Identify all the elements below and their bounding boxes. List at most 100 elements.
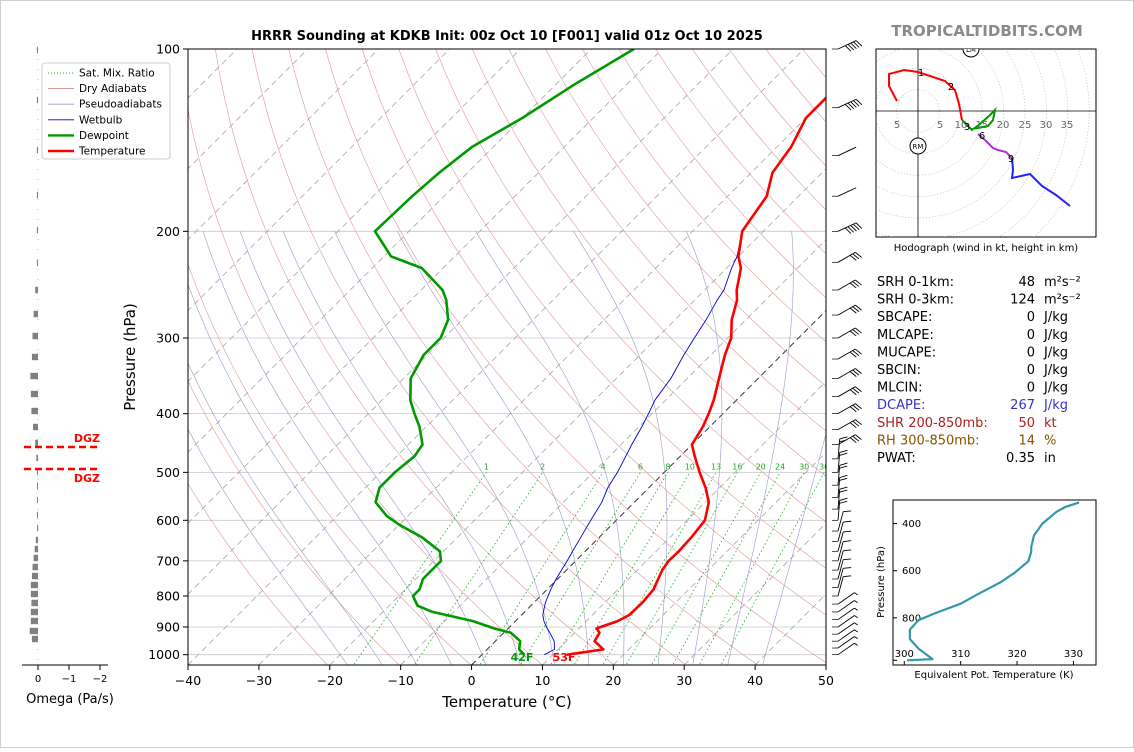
index-label: RH 300-850mb:: [877, 433, 980, 448]
hodograph-height-label: 9: [1008, 154, 1014, 165]
omega-bar: [31, 591, 38, 597]
omega-bar: [36, 537, 38, 543]
mixing-ratio-label: 16: [732, 462, 742, 471]
omega-bar: [37, 227, 38, 233]
index-unit: in: [1044, 451, 1056, 466]
hodograph-ring-label: 20: [997, 120, 1010, 131]
hodograph-caption: Hodograph (wind in kt, height in km): [894, 243, 1079, 254]
index-unit: J/kg: [1043, 345, 1068, 360]
omega-bar: [37, 192, 38, 198]
omega-bar: [31, 600, 38, 606]
index-label: MLCIN:: [877, 381, 922, 396]
omega-tick-label: −2: [93, 674, 108, 685]
index-unit: J/kg: [1043, 310, 1068, 325]
hodograph-ring-label: 25: [1019, 120, 1032, 131]
index-value: 14: [1018, 433, 1035, 448]
hodograph-ring-label: 35: [1061, 120, 1074, 131]
hodograph-right-mover-label: RM: [913, 143, 924, 151]
legend-label: Sat. Mix. Ratio: [79, 68, 155, 80]
mixing-ratio-label: 20: [756, 462, 766, 471]
omega-bar: [32, 573, 38, 579]
x-tick-label: 10: [534, 673, 550, 688]
legend: Sat. Mix. Ratio Dry Adiabats Pseudoadiabat…: [42, 63, 170, 159]
y-tick-label: 600: [156, 513, 180, 528]
omega-bar: [31, 618, 38, 624]
y-tick-label: 700: [156, 553, 180, 568]
surface-dewpoint-label: 42F: [511, 651, 534, 664]
surface-temperature-label: 53F: [553, 651, 576, 664]
omega-bar: [37, 483, 38, 489]
omega-bar: [32, 354, 38, 360]
mixing-ratio-label: 8: [665, 462, 670, 471]
y-tick-label: 300: [156, 330, 180, 345]
dgz-bottom-label: DGZ: [74, 472, 100, 485]
chart-title: HRRR Sounding at KDKB Init: 00z Oct 10 […: [251, 29, 763, 44]
mixing-ratio-label: 1: [484, 462, 489, 471]
omega-bar: [33, 424, 38, 430]
x-tick-label: 30: [676, 673, 692, 688]
hodograph-frame: [876, 49, 1096, 237]
hodograph-height-label: 2: [948, 82, 954, 93]
index-label: PWAT:: [877, 451, 916, 466]
index-value: 0: [1027, 381, 1035, 396]
index-row: RH 300-850mb: 14%: [877, 433, 1056, 448]
y-tick-label: 400: [156, 406, 180, 421]
hodograph-ring-label: 5: [937, 120, 943, 131]
omega-bar: [37, 525, 38, 531]
legend-label: Dewpoint: [79, 130, 129, 142]
hodograph-ring-label: 15: [976, 120, 989, 131]
omega-bar: [37, 497, 38, 503]
omega-bar: [37, 512, 38, 518]
omega-bar: [37, 260, 38, 266]
theta-e-x-label: Equivalent Pot. Temperature (K): [914, 670, 1073, 681]
omega-bar: [37, 147, 38, 153]
omega-axis-label: Omega (Pa/s): [26, 692, 114, 707]
y-tick-label: 900: [156, 619, 180, 634]
omega-bar: [34, 555, 38, 561]
hodograph-height-label: 6: [979, 131, 985, 142]
index-unit: m²s⁻²: [1044, 293, 1081, 308]
index-label: SBCIN:: [877, 363, 921, 378]
omega-bar: [33, 333, 39, 339]
theta-y-tick-label: 400: [902, 519, 921, 530]
omega-bar: [31, 408, 38, 414]
x-tick-label: 0: [468, 673, 476, 688]
legend-label: Dry Adiabats: [79, 83, 147, 95]
index-value: 124: [1010, 293, 1035, 308]
omega-bar: [35, 287, 38, 293]
x-axis-label: Temperature (°C): [441, 693, 571, 711]
x-tick-label: 20: [605, 673, 621, 688]
hodograph-ring-label: 30: [1040, 120, 1053, 131]
index-unit: J/kg: [1043, 363, 1068, 378]
theta-x-tick-label: 300: [895, 649, 914, 660]
legend-label: Pseudoadiabats: [79, 99, 162, 111]
y-tick-label: 1000: [148, 647, 180, 662]
x-tick-label: −30: [246, 673, 272, 688]
index-value: 48: [1018, 275, 1035, 290]
y-tick-label: 800: [156, 588, 180, 603]
y-tick-label: 200: [156, 224, 180, 239]
index-label: SRH 0-3km:: [877, 293, 954, 308]
omega-bar: [34, 311, 38, 317]
omega-bar: [36, 455, 38, 461]
mixing-ratio-label: 4: [601, 462, 606, 471]
index-label: SRH 0-1km:: [877, 275, 954, 290]
index-label: MUCAPE:: [877, 345, 936, 360]
theta-x-tick-label: 330: [1064, 649, 1083, 660]
index-value: 267: [1010, 398, 1035, 413]
y-axis-label: Pressure (hPa): [121, 303, 139, 411]
y-tick-label: 500: [156, 465, 180, 480]
index-unit: %: [1044, 433, 1056, 448]
legend-label: Wetbulb: [79, 114, 123, 126]
y-tick-label: 100: [156, 42, 180, 57]
index-value: 0: [1027, 363, 1035, 378]
omega-bar: [35, 546, 38, 552]
index-unit: kt: [1044, 416, 1057, 431]
omega-bar: [35, 440, 38, 446]
index-value: 0: [1027, 310, 1035, 325]
omega-bar: [31, 582, 38, 588]
hodograph-height-label: 3: [964, 122, 970, 133]
